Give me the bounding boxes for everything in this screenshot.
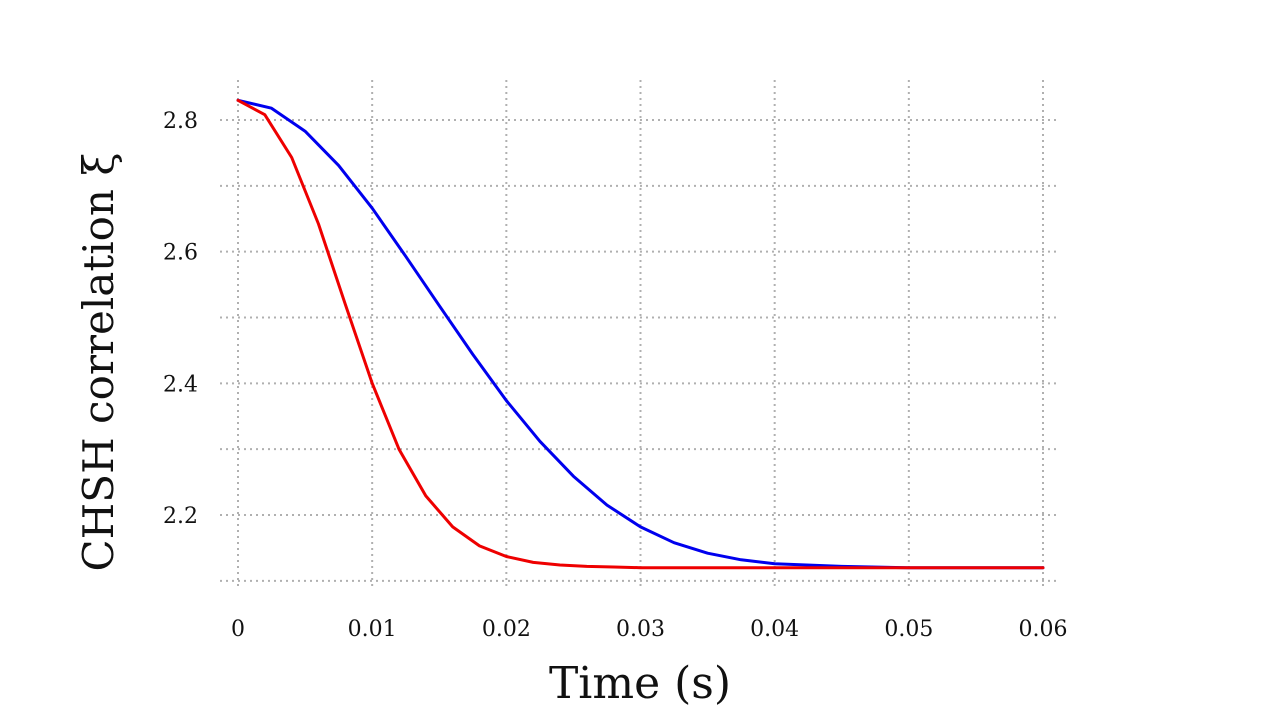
x-tick-label: 0.01 [348,617,397,642]
x-tick-label: 0.06 [1019,617,1068,642]
y-tick-label: 2.4 [163,372,198,397]
y-tick-labels: 2.2 2.4 2.6 2.8 [163,109,198,529]
series-line-2 [236,98,1045,570]
x-tick-label: 0.03 [616,617,665,642]
x-tick-label: 0.02 [482,617,531,642]
x-tick-label: 0.05 [884,617,933,642]
x-tick-labels: 0 0.01 0.02 0.03 0.04 0.05 0.06 [231,617,1067,642]
y-tick-label: 2.8 [163,109,198,134]
series-layer [236,98,1045,570]
grid [220,80,1056,590]
x-tick-label: 0 [231,617,245,642]
y-axis-label: CHSH correlation ξ [74,153,123,572]
y-tick-label: 2.6 [163,241,198,266]
series-line-1 [236,98,1045,570]
x-tick-label: 0.04 [750,617,799,642]
x-axis-label: Time (s) [549,658,731,709]
y-tick-label: 2.2 [163,504,198,529]
